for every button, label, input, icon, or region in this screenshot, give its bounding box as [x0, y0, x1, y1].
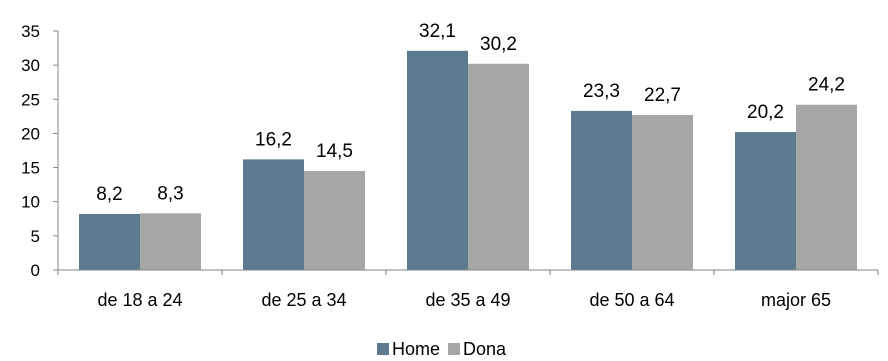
data-label: 23,3	[583, 81, 620, 102]
legend: Home Dona	[377, 339, 507, 359]
bar-home	[407, 50, 468, 270]
bar-dona	[796, 104, 857, 271]
bar-dona	[468, 63, 529, 270]
data-label: 32,1	[419, 21, 456, 42]
y-tick-label: 15	[21, 159, 40, 178]
y-tick-label: 35	[21, 22, 40, 41]
y-axis: 0 5 10 15 20 25 30 35	[21, 22, 59, 280]
bar-home	[243, 159, 304, 270]
y-tick-label: 25	[21, 90, 40, 109]
data-label: 22,7	[644, 85, 681, 106]
x-axis: de 18 a 24 de 25 a 34 de 35 a 49 de 50 a 64…	[57, 269, 879, 310]
data-label: 24,2	[808, 75, 845, 96]
y-tick-label: 5	[31, 227, 40, 246]
data-labels: 8,2 8,3 16,2 14,5 32,1 30,2 23,3 22,7 20,2 24,2	[96, 21, 845, 205]
data-label: 30,2	[480, 34, 517, 55]
bars	[79, 50, 857, 271]
data-label: 14,5	[316, 141, 353, 162]
legend-label-dona: Dona	[463, 339, 507, 359]
legend-label-home: Home	[392, 339, 440, 359]
data-label: 8,3	[157, 183, 183, 204]
x-tick-label: de 35 a 49	[425, 290, 510, 310]
bar-dona	[632, 114, 693, 271]
bar-dona	[304, 170, 365, 270]
data-label: 20,2	[747, 102, 784, 123]
bar-dona	[140, 213, 201, 270]
x-tick-label: de 18 a 24	[97, 290, 182, 310]
y-tick-label: 0	[31, 261, 40, 280]
data-label: 8,2	[96, 184, 122, 205]
y-tick-label: 30	[21, 56, 40, 75]
x-tick-label: de 25 a 34	[261, 290, 346, 310]
bar-home	[571, 110, 632, 270]
bar-home	[79, 214, 140, 270]
bar-home	[735, 132, 796, 270]
y-tick-label: 10	[21, 193, 40, 212]
legend-swatch-home	[377, 343, 389, 355]
y-tick-label: 20	[21, 124, 40, 143]
data-label: 16,2	[255, 129, 292, 150]
x-tick-label: major 65	[761, 290, 831, 310]
legend-swatch-dona	[448, 343, 460, 355]
x-tick-label: de 50 a 64	[589, 290, 674, 310]
